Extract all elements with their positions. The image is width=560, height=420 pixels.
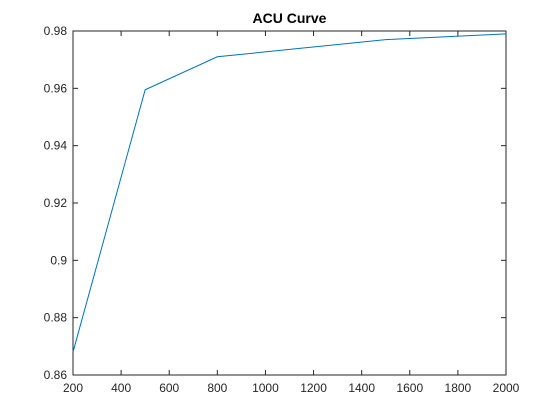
y-tick-label: 0.88 <box>44 311 68 325</box>
x-tick-label: 1600 <box>396 381 423 395</box>
y-tick-label: 0.98 <box>44 24 68 38</box>
x-tick-label: 400 <box>111 381 131 395</box>
series-line <box>72 33 507 353</box>
x-tick-label: 1800 <box>445 381 472 395</box>
y-tick-label: 0.94 <box>44 139 68 153</box>
x-tick-label: 1200 <box>300 381 327 395</box>
y-tick-label: 0.86 <box>44 368 68 382</box>
y-tick-label: 0.92 <box>44 196 68 210</box>
x-tick-label: 1400 <box>348 381 375 395</box>
y-tick-label: 0.9 <box>50 253 67 267</box>
y-tick-label: 0.96 <box>44 81 68 95</box>
x-tick-label: 200 <box>63 381 83 395</box>
x-tick-label: 800 <box>207 381 227 395</box>
plot-area-frame <box>72 30 507 376</box>
chart-title: ACU Curve <box>253 10 327 26</box>
x-tick-label: 600 <box>159 381 179 395</box>
x-tick-label: 2000 <box>493 381 520 395</box>
x-tick-label: 1000 <box>252 381 279 395</box>
